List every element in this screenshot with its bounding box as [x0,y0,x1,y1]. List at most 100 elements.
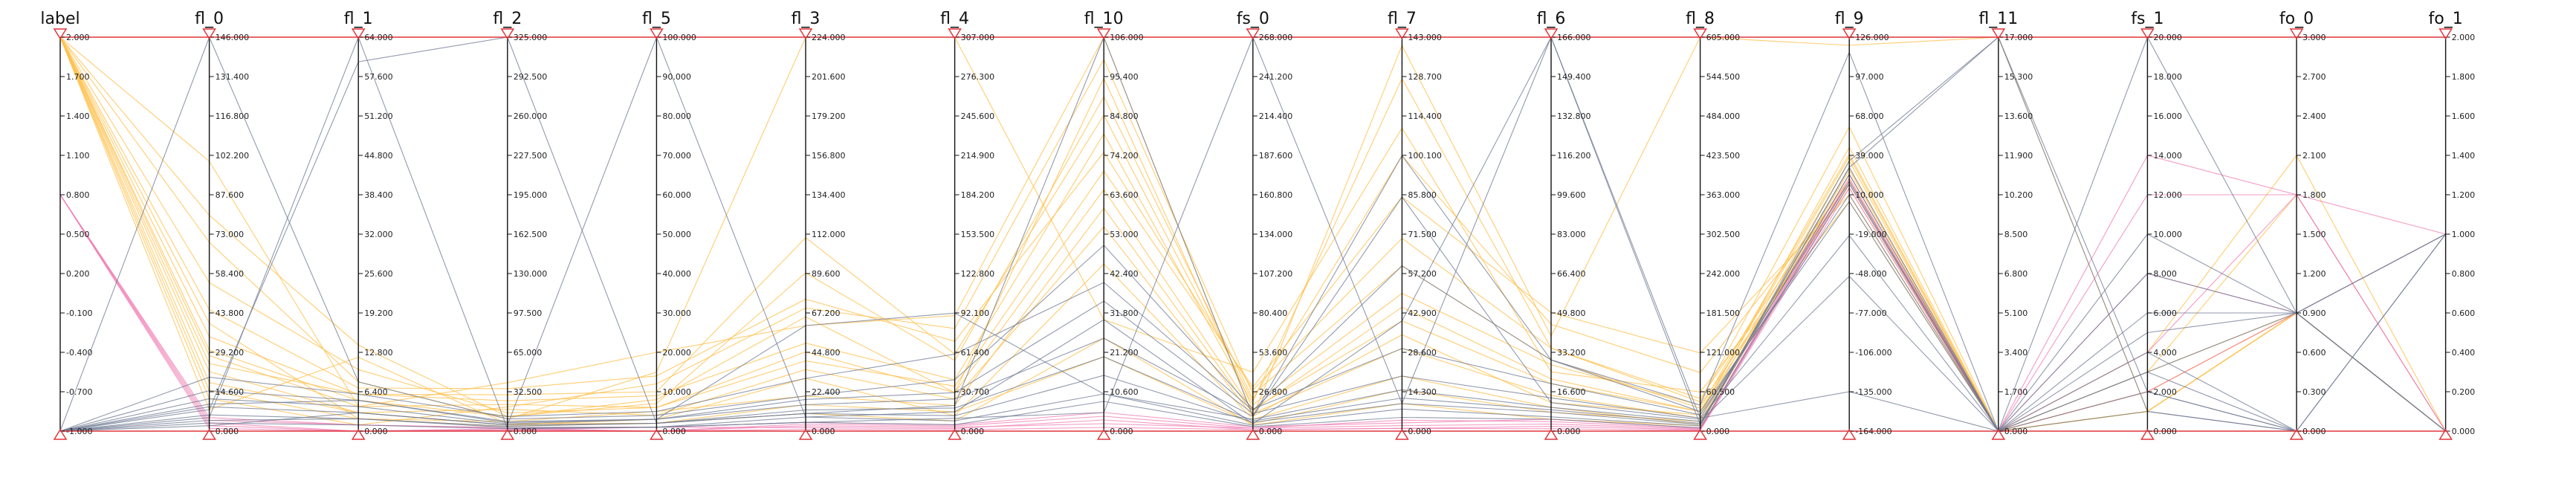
tick-label: 64.000 [364,33,393,42]
axis-fl_1: 64.000 57.600 51.200 44.800 38.400 32.000 25.6… [344,10,508,440]
min-marker-icon [1991,428,2006,440]
tick-label: 10.000 [2153,230,2182,239]
tick-label: 134.400 [812,190,846,200]
tick-label: 1.700 [2004,387,2028,397]
tick-label: 162.500 [514,230,548,239]
tick-label: 605.000 [1706,33,1741,42]
tick-label: 3.000 [2302,33,2326,42]
tick-label: 1.400 [66,111,90,121]
tick-label: 0.000 [1259,427,1283,436]
axis-title: label [40,10,80,28]
tick-label: 0.300 [2302,387,2326,397]
axis-fo_1: 2.000 1.800 1.600 1.400 1.200 1.000 0.800 0.600… [2428,10,2476,440]
tick-label: 73.000 [216,230,245,239]
max-marker-icon [1395,28,1409,40]
tick-label: 187.600 [1259,151,1293,161]
tick-label: 184.200 [961,190,995,200]
tick-label: 67.200 [812,308,841,318]
tick-label: 134.000 [1259,230,1293,239]
tick-label: 58.400 [216,269,245,279]
tick-label: 28.600 [1408,348,1437,358]
axis-title: fs_0 [1237,10,1269,28]
axis-title: fl_2 [493,10,522,28]
tick-label: 49.800 [1557,308,1586,318]
tick-label: 1.400 [2452,151,2476,161]
tick-label: 227.500 [514,151,548,161]
min-marker-icon [2289,428,2304,440]
tick-label: 156.800 [812,151,846,161]
tick-label: 149.400 [1557,72,1591,82]
tick-label: 80.000 [662,111,691,121]
tick-label: 0.600 [2452,308,2476,318]
tick-label: 97.000 [1855,72,1884,82]
tick-label: 0.000 [961,427,985,436]
tick-label: 2.000 [2452,33,2476,42]
tick-label: 268.000 [1259,33,1293,42]
tick-label: 89.600 [812,269,841,279]
tick-label: 214.400 [1259,111,1293,121]
tick-label: 114.400 [1408,111,1442,121]
tick-label: 50.000 [662,230,691,239]
tick-label: 131.400 [216,72,250,82]
tick-label: 0.000 [662,427,686,436]
tick-label: 15.300 [2004,72,2033,82]
tick-label: 107.200 [1259,269,1293,279]
tick-label: 0.000 [2153,427,2177,436]
tick-label: 128.700 [1408,72,1442,82]
tick-label: 363.000 [1706,190,1741,200]
tick-label: 260.000 [514,111,548,121]
tick-label: 65.000 [514,348,543,358]
tick-label: 100.000 [662,33,696,42]
tick-label: 57.200 [1408,269,1437,279]
tick-label: 8.000 [2153,269,2177,279]
tick-label: 61.400 [961,348,990,358]
tick-label: 0.000 [1110,427,1133,436]
axis-fo_0: 3.000 2.700 2.400 2.100 1.800 1.500 1.200 0.900… [2279,10,2446,440]
tick-label: 0.000 [2302,427,2326,436]
tick-label: 3.400 [2004,348,2028,358]
tick-label: 44.800 [364,151,393,161]
tick-label: -77.000 [1855,308,1886,318]
axis-fl_3: 224.000 201.600 179.200 156.800 134.400 112.0… [792,10,955,440]
tick-label: -164.000 [1855,427,1891,436]
tick-label: 0.900 [2302,308,2326,318]
tick-label: 30.000 [662,308,691,318]
tick-label: 11.900 [2004,151,2033,161]
axis-title: fl_7 [1388,10,1417,28]
tick-label: 292.500 [514,72,548,82]
tick-label: 116.800 [216,111,250,121]
tick-label: -48.000 [1855,269,1886,279]
tick-label: 0.000 [812,427,835,436]
tick-label: 53.600 [1259,348,1288,358]
tick-label: 0.000 [216,427,239,436]
tick-label: 195.000 [514,190,548,200]
axis-fl_10: 106.000 95.400 84.800 74.200 63.600 53.000 42.… [1084,10,1253,440]
tick-label: 8.500 [2004,230,2028,239]
tick-label: 122.800 [961,269,995,279]
min-marker-icon [1395,428,1409,440]
tick-label: 0.500 [66,230,90,239]
axis-fl_0: 146.000 131.400 116.800 102.200 87.600 73.000… [195,10,359,440]
axis-fl_9: 126.000 97.000 68.000 39.000 10.000 -19.000 -4… [1835,10,1999,440]
tick-label: 1.100 [66,151,90,161]
tick-label: -19.000 [1855,230,1886,239]
tick-label: 544.500 [1706,72,1741,82]
tick-label: 66.400 [1557,269,1586,279]
tick-label: 87.600 [216,190,245,200]
max-marker-icon [53,28,68,40]
tick-label: 5.100 [2004,308,2028,318]
tick-label: 60.500 [1706,387,1735,397]
tick-label: 70.000 [662,151,691,161]
tick-label: 21.200 [1110,348,1139,358]
max-marker-icon [2289,28,2304,40]
tick-label: -0.700 [66,387,92,397]
min-marker-icon [1842,428,1857,440]
tick-label: 71.500 [1408,230,1437,239]
max-marker-icon [2439,28,2453,40]
tick-label: 0.000 [364,427,388,436]
min-marker-icon [351,428,366,440]
min-marker-icon [1096,428,1111,440]
tick-label: 307.000 [961,33,995,42]
tick-label: 68.000 [1855,111,1884,121]
tick-label: 30.700 [961,387,990,397]
